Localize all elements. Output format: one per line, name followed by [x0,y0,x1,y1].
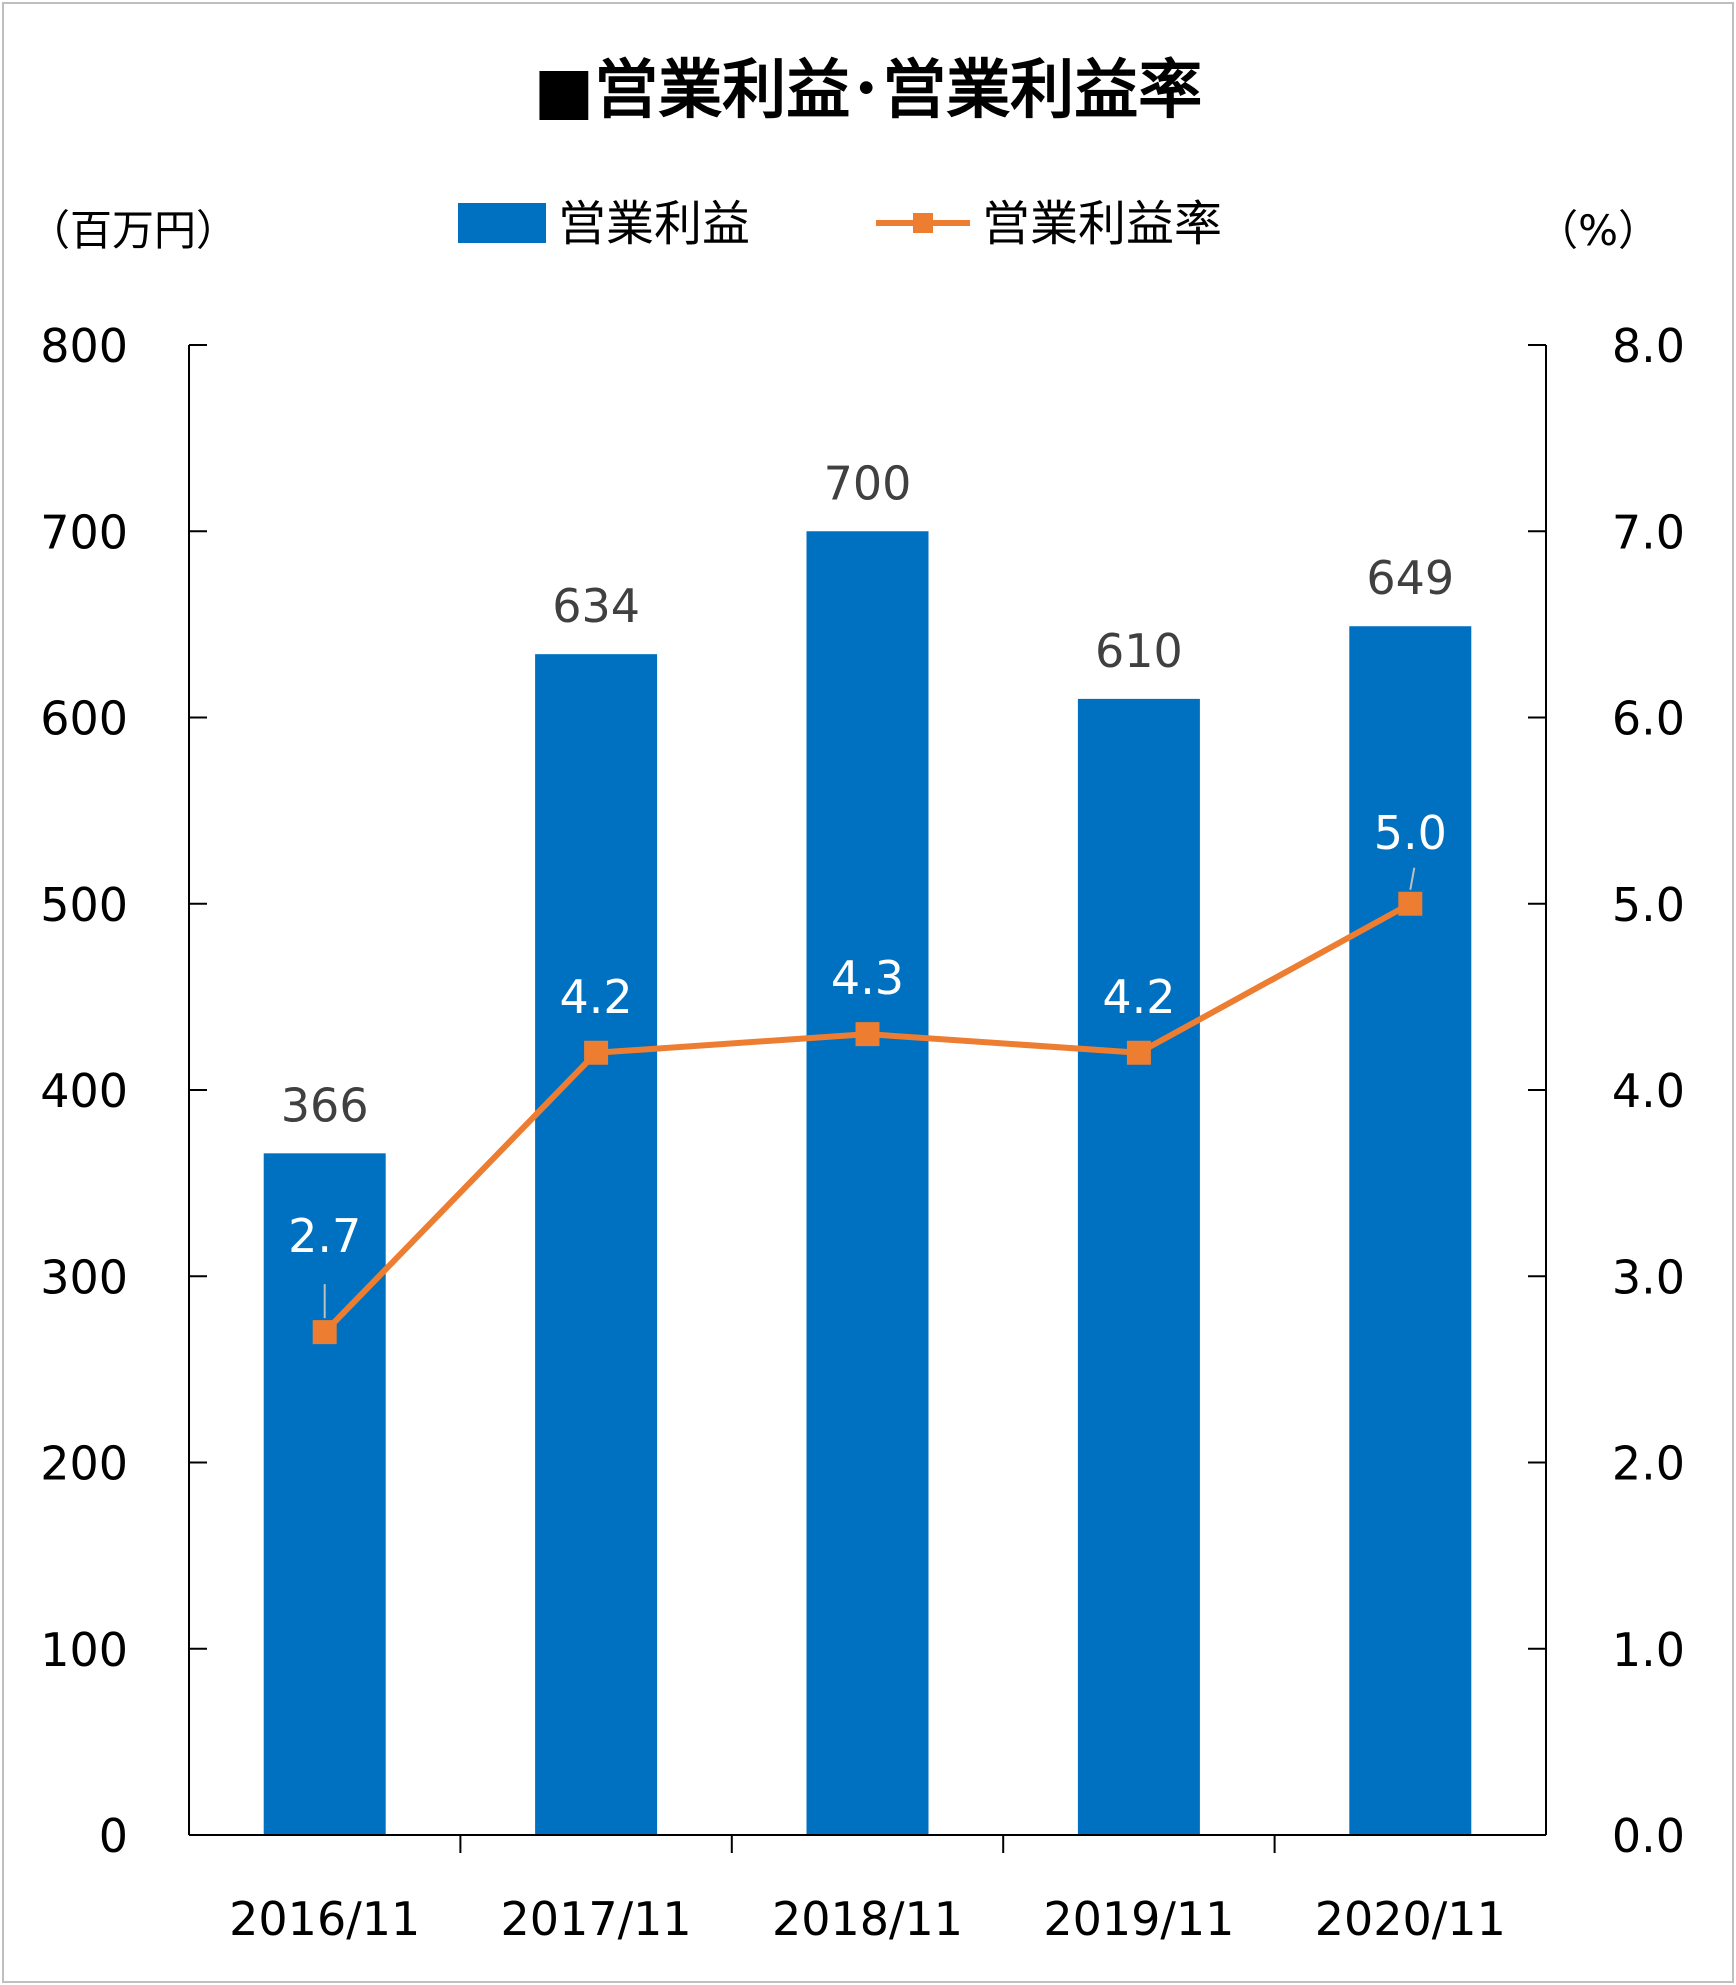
legend-label-bar: 営業利益 [558,196,750,252]
left-tick-label: 500 [40,878,128,932]
bar-value-label: 610 [1095,624,1183,678]
left-tick-label: 400 [40,1064,128,1118]
legend-swatch-marker [913,213,933,233]
legend-swatch-bar [458,203,546,243]
x-tick-label: 2018/11 [772,1892,963,1946]
rate-marker-2016/11 [312,1320,337,1345]
bar-value-label: 634 [552,579,640,633]
x-tick-label: 2019/11 [1043,1892,1234,1946]
plot-area: 0 100 200 300 400 500 600 700 800 0.0 1.0 2.0 3.0 4.0… [40,319,1685,1946]
rate-value-label: 4.2 [560,970,633,1024]
right-tick-label: 7.0 [1612,505,1685,559]
right-tick-label: 1.0 [1612,1623,1685,1677]
bar-2020/11 [1349,626,1472,1835]
rate-marker-2017/11 [584,1040,609,1065]
rate-marker-2020/11 [1398,891,1423,916]
rate-marker-2018/11 [855,1022,880,1047]
chart-title: ■営業利益･営業利益率 [534,54,1202,128]
x-tick-label: 2016/11 [229,1892,420,1946]
left-tick-label: 700 [40,505,128,559]
right-tick-label: 2.0 [1612,1437,1685,1491]
right-tick-label: 3.0 [1612,1250,1685,1304]
x-tick-label: 2017/11 [501,1892,692,1946]
bar-value-label: 366 [281,1078,369,1132]
right-tick-label: 5.0 [1612,878,1685,932]
bar-value-label: 700 [824,456,912,510]
left-axis-unit: （百万円） [28,206,238,255]
left-tick-label: 800 [40,319,128,373]
right-tick-label: 8.0 [1612,319,1685,373]
bar-value-label: 649 [1366,551,1454,605]
bar-2017/11 [535,654,658,1835]
right-axis-unit: （%） [1536,206,1660,255]
bar-2016/11 [263,1153,386,1835]
legend-label-line: 営業利益率 [982,196,1222,252]
rate-marker-2019/11 [1126,1040,1151,1065]
legend: 営業利益 営業利益率 [458,196,1222,252]
right-tick-label: 4.0 [1612,1064,1685,1118]
leader-line [1409,867,1416,890]
rate-value-label: 4.3 [831,951,904,1005]
right-tick-label: 6.0 [1612,692,1685,746]
right-tick-label: 0.0 [1612,1809,1685,1863]
rate-value-label: 4.2 [1102,970,1175,1024]
rate-value-label: 5.0 [1374,806,1447,860]
left-tick-label: 200 [40,1437,128,1491]
left-tick-label: 0 [99,1809,128,1863]
left-tick-label: 600 [40,692,128,746]
left-tick-label: 100 [40,1623,128,1677]
bar-2018/11 [806,531,929,1835]
left-tick-label: 300 [40,1250,128,1304]
bar-2019/11 [1077,698,1200,1835]
rate-value-label: 2.7 [288,1209,361,1263]
x-tick-label: 2020/11 [1315,1892,1506,1946]
